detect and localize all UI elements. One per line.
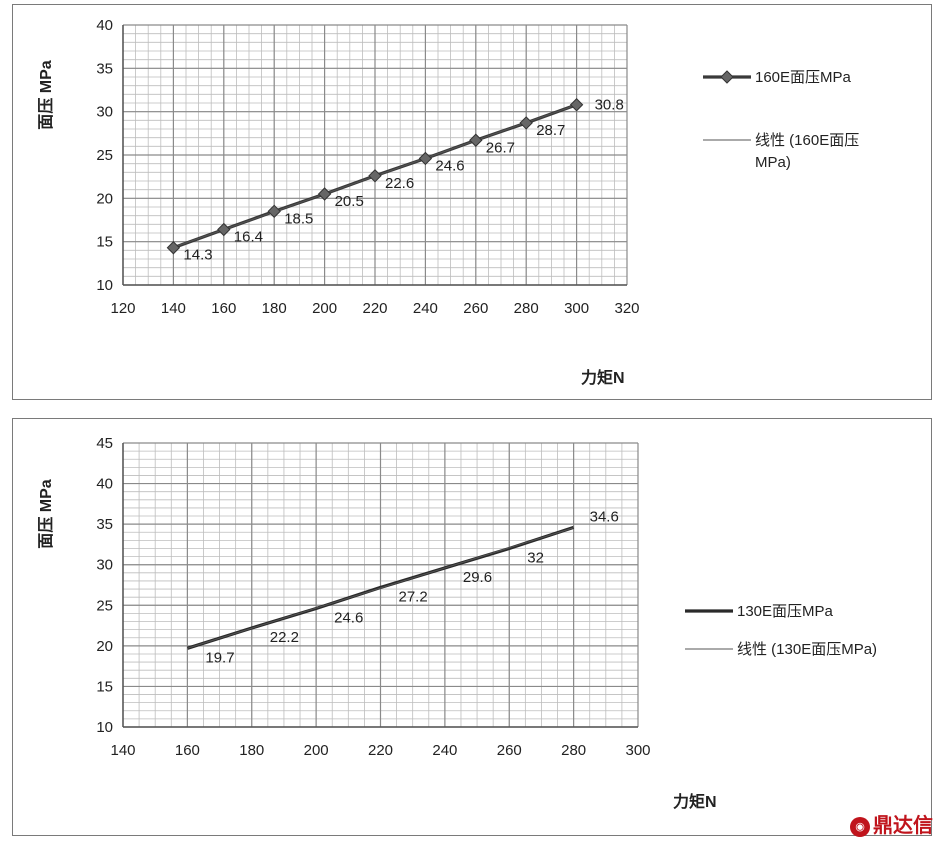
x-tick-label: 140	[110, 742, 135, 759]
trendline	[187, 527, 574, 649]
x-tick-label: 220	[368, 742, 393, 759]
data-point-marker	[368, 169, 382, 183]
data-label: 24.6	[334, 610, 363, 627]
legend-label-series: 130E面压MPa	[737, 603, 834, 620]
x-tick-label: 200	[312, 300, 337, 317]
x-tick-label: 300	[564, 300, 589, 317]
y-tick-label: 40	[96, 17, 113, 34]
data-label: 14.3	[183, 247, 212, 264]
x-tick-label: 160	[175, 742, 200, 759]
data-point-marker	[166, 241, 181, 255]
data-label: 28.7	[536, 122, 565, 139]
y-axis-title: 面压 MPa	[37, 479, 55, 548]
chart-panel-bottom: 140 160 180 200 220 240 260 280 300 10 15 20 25 30 35 4…	[12, 418, 932, 836]
data-label: 22.6	[385, 175, 414, 192]
data-point-marker	[217, 222, 231, 237]
y-tick-label: 10	[96, 719, 113, 736]
x-axis-title: 力矩N	[581, 368, 625, 387]
data-label: 16.4	[234, 229, 263, 246]
x-tick-label: 320	[614, 300, 639, 317]
legend-marker	[720, 70, 734, 84]
data-point-marker	[469, 133, 483, 147]
x-tick-label: 300	[625, 742, 650, 759]
x-tick-label: 260	[463, 300, 488, 317]
y-tick-label: 25	[96, 147, 113, 164]
legend: 130E面压MPa 线性 (130E面压MPa)	[685, 603, 877, 658]
major-gridlines	[122, 442, 639, 728]
data-point-marker	[317, 187, 332, 201]
x-tick-label: 120	[110, 300, 135, 317]
chart-160e: 120 140 160 180 200 220 240 260 280 300 320 10 15 20 2…	[37, 17, 859, 387]
y-tick-label: 35	[96, 516, 113, 533]
data-point-marker	[267, 204, 281, 219]
y-tick-label: 25	[96, 597, 113, 614]
data-label: 24.6	[435, 157, 464, 174]
x-tick-label: 220	[362, 300, 387, 317]
y-tick-label: 10	[96, 277, 113, 294]
watermark-text: 鼎达信	[873, 813, 933, 837]
data-label: 30.8	[595, 97, 624, 114]
legend-label-series: 160E面压MPa	[755, 69, 852, 86]
watermark-logo: ◉ 鼎达信	[850, 809, 933, 838]
logo-seal-icon: ◉	[850, 816, 870, 837]
y-tick-label: 35	[96, 60, 113, 77]
x-tick-label: 140	[161, 300, 186, 317]
data-label: 27.2	[399, 588, 428, 605]
x-axis-title: 力矩N	[673, 792, 717, 811]
legend-label-trendline: 线性 (130E面压MPa)	[737, 641, 877, 658]
x-tick-label: 180	[262, 300, 287, 317]
data-label: 29.6	[463, 569, 492, 586]
data-point-marker	[519, 116, 533, 130]
data-label: 22.2	[270, 629, 299, 646]
data-point-marker	[569, 98, 584, 112]
y-tick-label: 40	[96, 476, 113, 493]
x-tick-label: 280	[561, 742, 586, 759]
data-label: 34.6	[590, 508, 619, 525]
legend: 160E面压MPa 线性 (160E面压 MPa)	[703, 69, 859, 171]
y-tick-label: 15	[96, 678, 113, 695]
data-label: 18.5	[284, 210, 313, 227]
x-tick-label: 240	[432, 742, 457, 759]
y-tick-label: 30	[96, 104, 113, 121]
x-tick-label: 160	[211, 300, 236, 317]
data-point-marker	[418, 151, 433, 166]
chart-panel-top: 120 140 160 180 200 220 240 260 280 300 320 10 15 20 2…	[12, 4, 932, 400]
x-tick-label: 200	[304, 742, 329, 759]
y-axis-title: 面压 MPa	[37, 60, 55, 129]
x-tick-label: 180	[239, 742, 264, 759]
y-tick-label: 20	[96, 638, 113, 655]
data-label: 32	[527, 549, 544, 566]
x-tick-label: 240	[413, 300, 438, 317]
data-label: 26.7	[486, 139, 515, 156]
chart-130e: 140 160 180 200 220 240 260 280 300 10 15 20 25 30 35 4…	[37, 435, 877, 811]
legend-label-trendline: 线性 (160E面压 MPa)	[755, 132, 859, 171]
y-tick-label: 15	[96, 234, 113, 251]
y-tick-label: 30	[96, 557, 113, 574]
y-tick-label: 20	[96, 190, 113, 207]
data-label: 20.5	[335, 193, 364, 210]
data-label: 19.7	[205, 649, 234, 666]
y-tick-label: 45	[96, 435, 113, 452]
x-tick-label: 260	[497, 742, 522, 759]
x-tick-label: 280	[514, 300, 539, 317]
